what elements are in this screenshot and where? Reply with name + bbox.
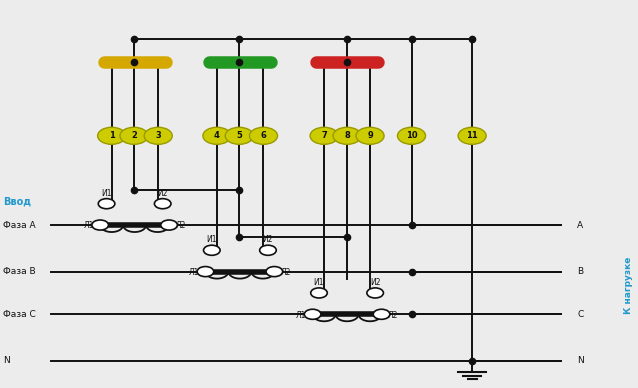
Text: Ввод: Ввод [3, 197, 31, 207]
Text: C: C [577, 310, 584, 319]
Circle shape [310, 127, 338, 144]
Circle shape [458, 127, 486, 144]
Text: 6: 6 [260, 131, 267, 140]
Text: Л1: Л1 [296, 310, 306, 320]
Circle shape [304, 309, 321, 319]
Circle shape [333, 127, 361, 144]
Text: N: N [3, 356, 10, 365]
Text: Л2: Л2 [388, 310, 398, 320]
Text: 10: 10 [406, 131, 417, 140]
Circle shape [266, 267, 283, 277]
Circle shape [356, 127, 384, 144]
Circle shape [260, 245, 276, 255]
Circle shape [98, 199, 115, 209]
Text: И2: И2 [263, 236, 273, 244]
Text: И1: И1 [314, 278, 324, 287]
Circle shape [98, 127, 126, 144]
Circle shape [92, 220, 108, 230]
Text: Л2: Л2 [281, 268, 291, 277]
Text: 4: 4 [214, 131, 220, 140]
Text: И2: И2 [158, 189, 168, 198]
Circle shape [311, 288, 327, 298]
Text: Л1: Л1 [84, 221, 94, 230]
Text: Л1: Л1 [189, 268, 199, 277]
Text: И1: И1 [101, 189, 112, 198]
Text: N: N [577, 356, 584, 365]
Text: 9: 9 [367, 131, 373, 140]
Text: Фаза C: Фаза C [3, 310, 36, 319]
Text: Л2: Л2 [175, 221, 186, 230]
Text: 5: 5 [236, 131, 242, 140]
Text: A: A [577, 220, 584, 230]
Text: 11: 11 [466, 131, 478, 140]
Text: К нагрузке: К нагрузке [624, 256, 633, 314]
Circle shape [203, 127, 231, 144]
Text: 3: 3 [155, 131, 161, 140]
Text: B: B [577, 267, 584, 276]
Text: 1: 1 [108, 131, 115, 140]
Circle shape [161, 220, 177, 230]
Text: И2: И2 [370, 278, 380, 287]
Text: Фаза A: Фаза A [3, 220, 36, 230]
Circle shape [204, 245, 220, 255]
Text: 2: 2 [131, 131, 137, 140]
Circle shape [197, 267, 214, 277]
Text: 7: 7 [321, 131, 327, 140]
Circle shape [397, 127, 426, 144]
Text: И1: И1 [207, 236, 217, 244]
Circle shape [367, 288, 383, 298]
Circle shape [225, 127, 253, 144]
Circle shape [144, 127, 172, 144]
Circle shape [120, 127, 148, 144]
Circle shape [373, 309, 390, 319]
Text: Фаза B: Фаза B [3, 267, 36, 276]
Circle shape [249, 127, 278, 144]
Text: 8: 8 [344, 131, 350, 140]
Circle shape [154, 199, 171, 209]
